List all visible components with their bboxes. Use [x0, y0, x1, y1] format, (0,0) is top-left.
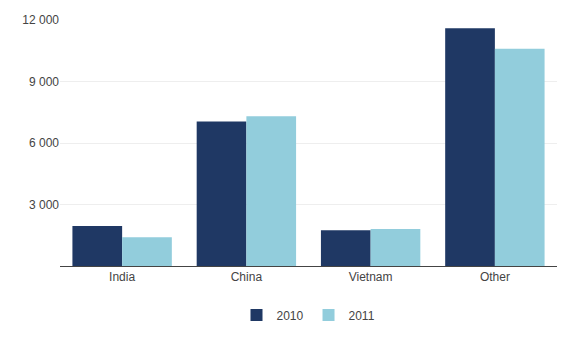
svg-text:2011: 2011 — [349, 309, 375, 323]
svg-text:12 000: 12 000 — [22, 13, 59, 27]
svg-text:China: China — [231, 270, 263, 284]
svg-text:Other: Other — [480, 270, 510, 284]
svg-text:6 000: 6 000 — [29, 136, 59, 150]
svg-text:9 000: 9 000 — [29, 75, 59, 89]
svg-text:India: India — [109, 270, 135, 284]
svg-text:Vietnam: Vietnam — [349, 270, 393, 284]
svg-text:2010: 2010 — [277, 309, 304, 323]
svg-text:3 000: 3 000 — [29, 198, 59, 212]
